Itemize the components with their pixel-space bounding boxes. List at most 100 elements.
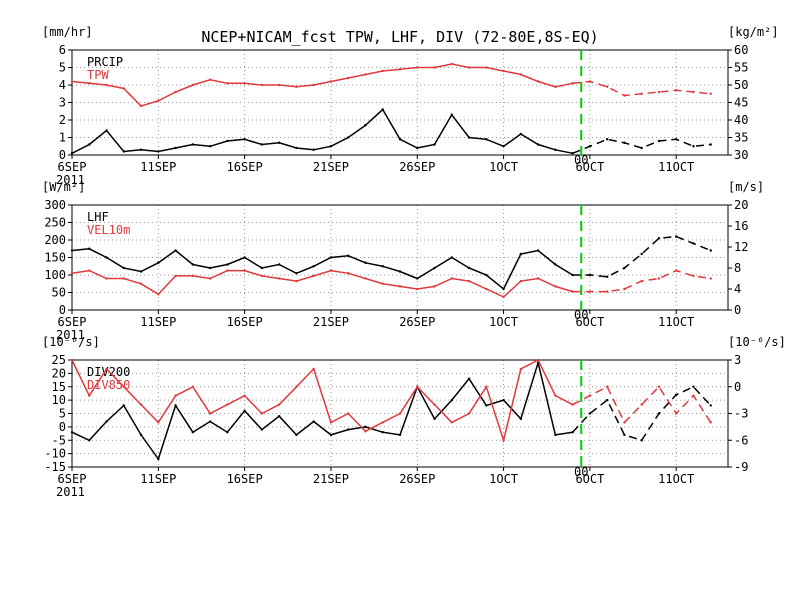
- data-point-VEL10m: [416, 287, 419, 291]
- left-unit-label: [mm/hr]: [42, 25, 93, 39]
- left-tick-label: 4: [59, 78, 66, 92]
- data-point-VEL10m: [277, 277, 281, 280]
- data-point-TPW: [536, 80, 540, 83]
- left-tick-label: 6: [59, 43, 66, 57]
- data-point-VEL10m: [105, 277, 108, 280]
- data-point-VEL10m: [605, 290, 609, 293]
- data-point-LHF: [157, 261, 160, 264]
- data-point-TPW: [105, 83, 108, 87]
- data-point-DIV850: [588, 394, 592, 397]
- data-point-TPW: [329, 80, 333, 83]
- x-tick-label: 21SEP: [313, 160, 349, 174]
- data-point-PRCIP: [243, 138, 246, 141]
- left-tick-label: 200: [44, 233, 66, 247]
- data-point-DIV850: [467, 412, 471, 415]
- data-point-DIV850: [122, 385, 125, 388]
- data-point-TPW: [157, 99, 160, 102]
- legend-VEL10m: VEL10m: [87, 223, 130, 237]
- data-point-DIV200: [122, 404, 125, 407]
- left-tick-label: -5: [52, 433, 66, 447]
- data-point-LHF: [122, 266, 125, 270]
- data-point-DIV850: [347, 412, 350, 415]
- x-tick-label: 1OCT: [489, 472, 518, 486]
- right-tick-label: 0: [734, 303, 741, 317]
- left-tick-label: 150: [44, 251, 66, 265]
- right-unit-label: [10⁻⁶/s]: [728, 335, 786, 349]
- left-unit-label: [10⁻⁶/s]: [42, 335, 100, 349]
- forecast-label: 00: [574, 153, 588, 167]
- right-unit-label: [m/s]: [728, 180, 764, 194]
- right-tick-label: 55: [734, 61, 748, 75]
- right-unit-label: [kg/m²]: [728, 25, 779, 39]
- data-point-DIV200: [692, 385, 695, 388]
- data-point-PRCIP: [70, 152, 74, 155]
- data-point-VEL10m: [122, 277, 125, 280]
- x-tick-label: 16SEP: [227, 160, 263, 174]
- x-tick-label: 16SEP: [227, 315, 263, 329]
- right-tick-label: 50: [734, 78, 748, 92]
- data-point-DIV200: [295, 433, 298, 437]
- data-point-LHF: [139, 270, 143, 273]
- data-point-PRCIP: [191, 143, 195, 146]
- data-point-TPW: [381, 69, 384, 73]
- right-tick-label: 35: [734, 131, 748, 145]
- data-point-DIV850: [243, 394, 246, 397]
- data-point-VEL10m: [88, 269, 91, 272]
- series-forecast-DIV200: [572, 385, 712, 442]
- data-point-DIV200: [226, 431, 229, 434]
- left-unit-label: [W/m²]: [42, 180, 85, 194]
- x-tick-label: 6SEP: [58, 472, 87, 486]
- data-point-PRCIP: [450, 113, 453, 116]
- data-point-DIV850: [295, 385, 298, 388]
- data-point-PRCIP: [554, 148, 557, 151]
- data-point-LHF: [295, 272, 298, 275]
- data-point-PRCIP: [467, 136, 471, 139]
- data-point-LHF: [709, 249, 712, 252]
- right-tick-label: -3: [734, 407, 748, 421]
- data-point-VEL10m: [329, 269, 333, 272]
- x-year-label: 2011: [56, 485, 85, 499]
- data-point-TPW: [605, 85, 609, 88]
- data-point-DIV200: [450, 398, 453, 402]
- data-point-PRCIP: [571, 152, 574, 155]
- data-point-DIV850: [88, 394, 91, 397]
- series-line-LHF: [71, 248, 574, 291]
- x-tick-label: 6OCT: [575, 160, 604, 174]
- data-point-PRCIP: [105, 129, 108, 132]
- data-point-DIV850: [554, 394, 557, 397]
- data-point-DIV850: [329, 421, 333, 424]
- data-point-LHF: [260, 266, 264, 270]
- x-tick-label: 26SEP: [399, 315, 435, 329]
- data-point-PRCIP: [623, 141, 626, 144]
- data-point-LHF: [329, 256, 333, 259]
- data-point-PRCIP: [260, 143, 264, 146]
- data-point-PRCIP: [692, 145, 695, 148]
- data-point-DIV200: [502, 398, 505, 402]
- series-forecast-LHF: [572, 235, 712, 278]
- data-point-TPW: [416, 66, 419, 69]
- data-point-DIV850: [312, 367, 315, 371]
- data-point-DIV850: [657, 385, 661, 388]
- data-point-DIV850: [105, 367, 108, 371]
- data-point-LHF: [657, 237, 661, 240]
- data-point-TPW: [433, 66, 436, 69]
- data-point-DIV200: [467, 377, 471, 380]
- data-point-VEL10m: [519, 279, 523, 283]
- data-point-TPW: [122, 87, 125, 90]
- left-tick-label: 1: [59, 131, 66, 145]
- data-point-DIV200: [191, 431, 195, 434]
- data-point-TPW: [260, 83, 264, 87]
- data-point-VEL10m: [312, 274, 315, 278]
- data-point-VEL10m: [243, 269, 246, 272]
- data-point-TPW: [450, 62, 453, 66]
- data-point-PRCIP: [588, 145, 592, 148]
- panel-2: 0 50 100 150 200 250 300 0 4 8 12 16 20 [W/m²] [m/s] 6S…: [42, 180, 764, 342]
- data-point-VEL10m: [226, 269, 229, 272]
- right-tick-label: 40: [734, 113, 748, 127]
- data-point-LHF: [191, 263, 195, 266]
- data-point-VEL10m: [640, 279, 643, 283]
- data-point-VEL10m: [554, 285, 557, 288]
- data-point-TPW: [623, 94, 626, 97]
- data-point-LHF: [277, 263, 281, 266]
- data-point-TPW: [88, 82, 91, 85]
